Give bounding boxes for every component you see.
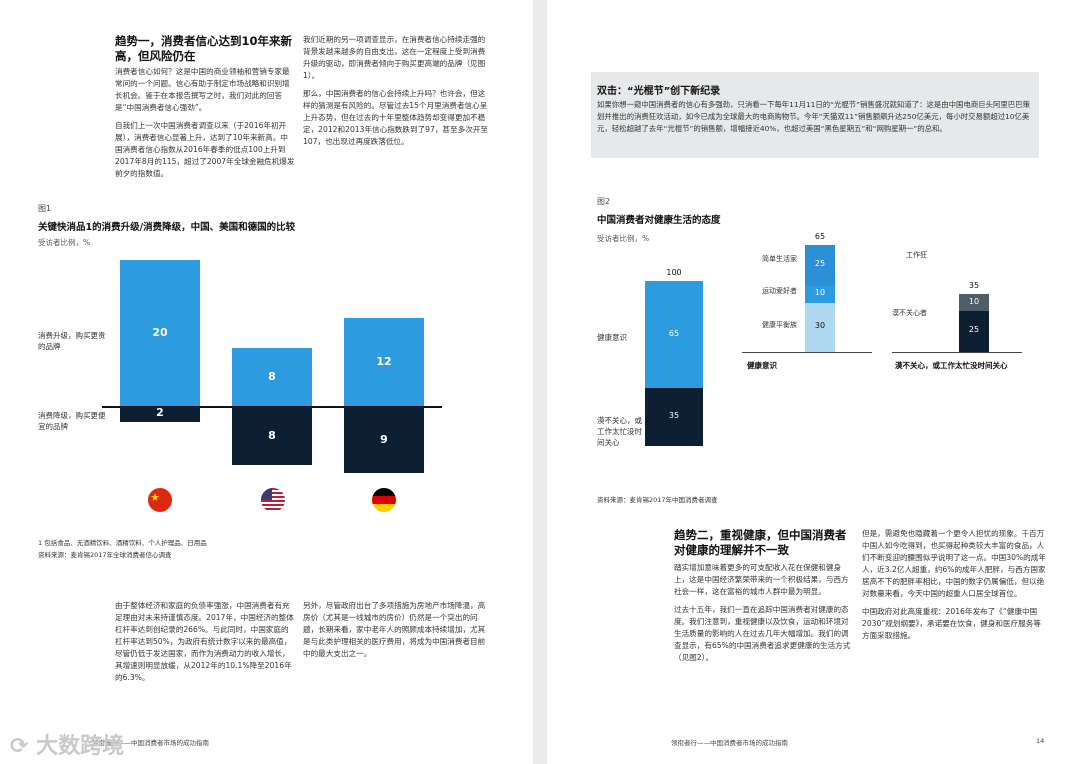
- legend-health-balance: 健康平衡族: [762, 321, 797, 329]
- legend-workaholic: 工作狂: [906, 251, 927, 259]
- trend2-col1: 踏实增加意味着更多的可支配收入花在保健和健身上，这是中国经济繁荣带来的一个积极结…: [674, 562, 854, 670]
- bar-value-label: 20: [152, 326, 168, 339]
- figure-subtitle: 受访者比例，%: [597, 234, 650, 243]
- figure-number: 图1: [38, 204, 52, 213]
- section-indifferent: 漠不关心，或工作太忙没时间关心: [895, 361, 1008, 370]
- chart-baseline: [102, 406, 442, 408]
- bar-downgrade: 2: [120, 406, 200, 422]
- bar-value-label: 25: [814, 259, 826, 269]
- bar-segment: 10: [805, 286, 835, 303]
- page-number: 14: [1036, 737, 1045, 745]
- paragraph: 过去十五年，我们一直在追踪中国消费者对健康的态度。我们注意到，重视健康以及饮食，…: [674, 605, 851, 662]
- bar-segment: 35: [645, 388, 703, 446]
- germany-flag-icon: [372, 488, 396, 512]
- bar-segment: 25: [959, 310, 989, 352]
- legend-simple-living: 简单生活家: [762, 255, 797, 263]
- paragraph: 由于整体经济和家庭的负债率强涨，中国消费者有充足理由对未来持谨慎态度。2017年…: [115, 601, 294, 682]
- right-page: 双击：“光棍节”创下新纪录 如果你想一窥中国消费者的信心有多强劲，只消看一下每年…: [547, 0, 1080, 764]
- paragraph: 踏实增加意味着更多的可支配收入花在保健和健身上，这是中国经济繁荣带来的一个积极结…: [674, 563, 849, 596]
- paragraph: 消费者信心如何？这是中国的商业领袖和营销专家最常问的一个问题。信心有助于制定市场…: [115, 67, 290, 112]
- divider: [742, 352, 872, 353]
- downgrade-label: 消费降级，购买更便宜的品牌: [38, 411, 106, 431]
- bar-downgrade: 8: [232, 407, 312, 466]
- trend2-col2: 但是，需避免也隐藏着一个更令人担忧的现象。千百万中国人如今吃得到，也买得起种类较…: [862, 528, 1047, 648]
- indifferent-label: 漠不关心，或工作太忙没时间关心: [597, 416, 642, 447]
- watermark-logo: ⟳ 大数跨境: [10, 734, 125, 759]
- bar-segment: 65: [645, 281, 703, 389]
- upgrade-label: 消费升级，购买更贵的品牌: [38, 331, 106, 351]
- chart-fig1: 20 2 8 8 12 9: [102, 260, 450, 520]
- bar-total-label: 65: [814, 231, 826, 241]
- paragraph: 另外，尽管政府出台了多项措施为房地产市场降温，高房价（尤其是一线城市的房价）仍然…: [303, 601, 486, 658]
- paragraph: 我们近期的另一项调查显示，在消费者信心持续走强的背景发越来越多的自由支出，这在一…: [303, 35, 486, 80]
- health-aware-label: 健康意识: [597, 333, 627, 342]
- divider: [892, 352, 1022, 353]
- bar-segment: 10: [959, 294, 989, 311]
- paragraph: 中国政府对此高度重视：2016年发布了《“健康中国2030”规划纲要》，承诺要在…: [862, 607, 1041, 640]
- bar-value-label: 35: [668, 411, 680, 421]
- bar-value-label: 9: [380, 432, 388, 446]
- figure-footnote: 1 包括食品、无酒精饮料、酒精饮料、个人护理品、日用品: [38, 539, 207, 547]
- bar-value-label: 25: [968, 325, 980, 335]
- footer-title: 领衔者行——中国消费者市场的成功指南: [671, 739, 788, 747]
- figure-subtitle: 受访者比例，%: [38, 238, 91, 247]
- bar-value-label: 30: [814, 321, 826, 331]
- china-flag-icon: [148, 488, 172, 512]
- left-page: 趋势一，消费者信心达到10年来新高，但风险仍在 消费者信心如何？这是中国的商业领…: [0, 0, 533, 764]
- bar-upgrade: 20: [120, 260, 200, 406]
- bar-segment: 30: [805, 302, 835, 352]
- bar-value-label: 12: [376, 355, 392, 369]
- usa-flag-icon: [261, 488, 285, 512]
- callout-title: 双击：“光棍节”创下新纪录: [597, 86, 721, 97]
- trend2-heading: 趋势二，重视健康，但中国消费者对健康的理解并不一致: [674, 528, 847, 557]
- bar-value-label: 2: [156, 406, 164, 419]
- section-health-aware: 健康意识: [747, 361, 777, 370]
- bar-total-label: 100: [666, 268, 682, 277]
- figure-number: 图2: [597, 197, 611, 206]
- chart-fig2: 100 65 35 65 25 10 30 35 10 25: [547, 220, 1080, 450]
- trend1-col3: 由于整体经济和家庭的负债率强涨，中国消费者有充足理由对未来持谨慎态度。2017年…: [115, 600, 295, 690]
- bar-value-label: 10: [814, 288, 826, 298]
- bar-upgrade: 8: [232, 347, 312, 406]
- trend1-heading: 趋势一，消费者信心达到10年来新高，但风险仍在: [115, 34, 293, 63]
- callout-body: 如果你想一窥中国消费者的信心有多强劲，只消看一下每年11月11日的“光棍节”销售…: [597, 100, 1030, 133]
- bar-upgrade: 12: [344, 318, 424, 406]
- legend-sports-lover: 运动爱好者: [762, 287, 797, 295]
- figure-source: 资料来源：麦肯锡2017年中国消费者调查: [597, 496, 718, 504]
- paragraph: 自我们上一次中国消费者调查以来（于2016年初开展），消费者信心显著上升，达到了…: [115, 121, 295, 178]
- footer-title: 领衔者行——中国消费者市场的成功指南: [92, 739, 209, 747]
- watermark-text: 大数跨境: [36, 734, 125, 759]
- paragraph: 那么，中国消费者的信心会持续上升吗？也许会，但这样的猜测是有风险的。尽管过去15…: [303, 89, 488, 146]
- legend-indifferent: 漠不关心者: [892, 309, 927, 317]
- bar-downgrade: 9: [344, 407, 424, 473]
- bar-segment: 25: [805, 244, 835, 286]
- callout-box: 双击：“光棍节”创下新纪录 如果你想一窥中国消费者的信心有多强劲，只消看一下每年…: [591, 72, 1039, 158]
- trend1-col1: 消费者信心如何？这是中国的商业领袖和营销专家最常问的一个问题。信心有助于制定市场…: [115, 66, 295, 186]
- bar-total-label: 35: [968, 281, 980, 291]
- bar-value-label: 10: [968, 296, 980, 306]
- figure-title: 中国消费者对健康生活的态度: [597, 215, 721, 226]
- paragraph: 但是，需避免也隐藏着一个更令人担忧的现象。千百万中国人如今吃得到，也买得起种类较…: [862, 529, 1046, 598]
- figure-source: 资料来源：麦肯锡2017年全球消费者信心调查: [38, 551, 172, 559]
- trend1-col2: 我们近期的另一项调查显示，在消费者信心持续走强的背景发越来越多的自由支出，这在一…: [303, 34, 488, 154]
- trend1-col4: 另外，尽管政府出台了多项措施为房地产市场降温，高房价（尤其是一线城市的房价）仍然…: [303, 600, 488, 666]
- bar-value-label: 8: [268, 429, 276, 443]
- bar-value-label: 65: [668, 328, 680, 338]
- figure-title: 关键快消品1的消费升级/消费降级，中国、美国和德国的比较: [38, 222, 296, 233]
- bar-value-label: 8: [268, 369, 276, 383]
